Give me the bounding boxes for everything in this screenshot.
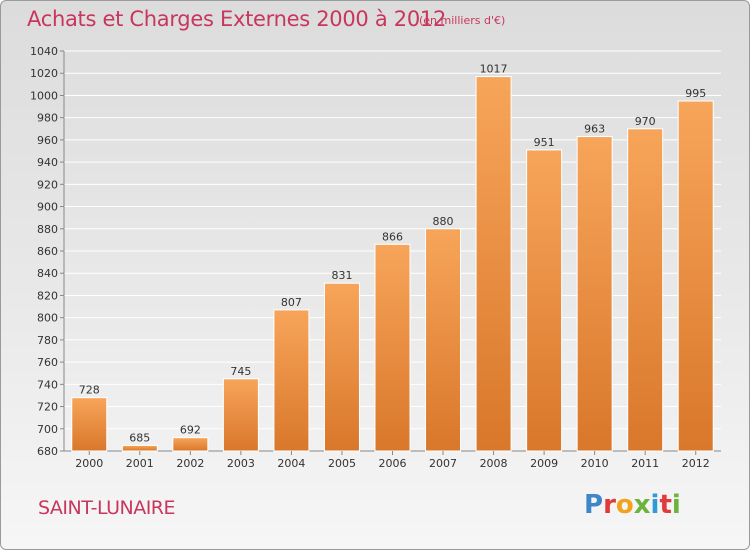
y-tick-label: 840 [37, 267, 58, 280]
bar [273, 309, 310, 452]
y-tick-label: 860 [37, 245, 58, 258]
bar [677, 100, 714, 452]
y-tick-label: 1000 [30, 89, 58, 102]
x-tick-label: 2008 [480, 457, 508, 470]
data-label: 685 [129, 431, 150, 444]
x-tick-label: 2006 [379, 457, 407, 470]
logo-letter: i [671, 490, 681, 520]
data-label: 807 [281, 296, 302, 309]
bar [323, 282, 360, 452]
bar [121, 444, 158, 452]
bar [172, 437, 209, 452]
y-tick-label: 940 [37, 156, 58, 169]
x-tick-label: 2003 [227, 457, 255, 470]
logo-letter: i [650, 490, 660, 520]
logo-letter: o [615, 490, 634, 520]
bar [222, 378, 259, 452]
bar [576, 136, 613, 452]
bar [374, 243, 411, 452]
commune-name: SAINT-LUNAIRE [38, 497, 176, 519]
data-label: 880 [433, 215, 454, 228]
data-label: 970 [635, 115, 656, 128]
chart-subtitle: (en milliers d'€) [419, 14, 506, 27]
x-tick-label: 2010 [581, 457, 609, 470]
y-tick-label: 740 [37, 378, 58, 391]
data-label: 728 [79, 384, 100, 397]
y-tick-label: 820 [37, 289, 58, 302]
y-tick-label: 800 [37, 312, 58, 325]
x-tick-label: 2011 [631, 457, 659, 470]
y-tick-label: 760 [37, 356, 58, 369]
proxiti-logo[interactable]: Proxiti [584, 490, 681, 520]
logo-letter: x [633, 490, 651, 520]
bar [71, 397, 108, 452]
bar [425, 228, 462, 452]
x-tick-label: 2009 [530, 457, 558, 470]
data-label: 866 [382, 230, 403, 243]
y-tick-label: 1020 [30, 67, 58, 80]
data-label: 951 [534, 136, 555, 149]
data-label: 692 [180, 424, 201, 437]
x-tick-label: 2002 [176, 457, 204, 470]
x-tick-label: 2005 [328, 457, 356, 470]
x-tick-label: 2001 [126, 457, 154, 470]
data-label: 963 [584, 123, 605, 136]
data-label: 831 [331, 269, 352, 282]
x-tick-label: 2000 [75, 457, 103, 470]
y-tick-label: 680 [37, 445, 58, 458]
y-tick-label: 720 [37, 401, 58, 414]
y-tick-label: 980 [37, 112, 58, 125]
bar [526, 149, 563, 452]
bar [475, 76, 512, 452]
y-tick-label: 960 [37, 134, 58, 147]
logo-letter: r [603, 490, 616, 520]
x-tick-label: 2004 [277, 457, 305, 470]
logo-letter: P [584, 490, 604, 520]
x-tick-label: 2007 [429, 457, 457, 470]
data-label: 1017 [480, 63, 508, 76]
bar [627, 128, 664, 452]
data-label: 745 [230, 365, 251, 378]
y-tick-label: 700 [37, 423, 58, 436]
x-tick-label: 2012 [682, 457, 710, 470]
logo-letter: t [659, 490, 672, 520]
y-tick-label: 920 [37, 178, 58, 191]
data-label: 995 [685, 87, 706, 100]
y-tick-label: 1040 [30, 45, 58, 58]
y-tick-label: 780 [37, 334, 58, 347]
y-tick-label: 880 [37, 223, 58, 236]
chart-title: Achats et Charges Externes 2000 à 2012 [27, 7, 447, 31]
y-tick-label: 900 [37, 201, 58, 214]
